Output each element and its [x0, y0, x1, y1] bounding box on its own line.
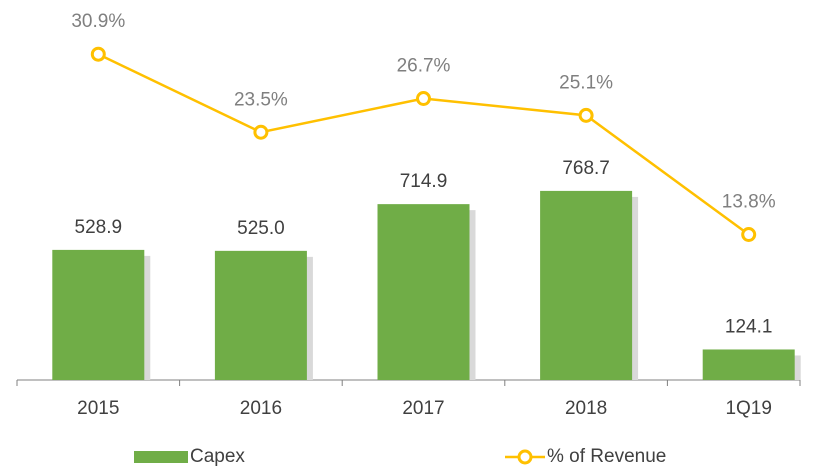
x-tick-label: 2017 — [402, 398, 444, 419]
data-label: 528.9 — [75, 217, 123, 238]
data-label: 23.5% — [234, 89, 288, 110]
bar — [540, 190, 633, 380]
data-label: 25.1% — [559, 72, 613, 93]
line-marker — [253, 124, 269, 140]
legend-label: Capex — [190, 446, 245, 467]
bar — [377, 204, 470, 380]
data-label: 124.1 — [725, 316, 773, 337]
line-marker — [578, 107, 594, 123]
line-marker — [90, 46, 106, 62]
line-marker — [416, 91, 431, 107]
data-label: 714.9 — [400, 171, 448, 192]
data-label: 768.7 — [562, 158, 610, 179]
data-label: 26.7% — [397, 56, 451, 77]
data-label: 13.8% — [722, 192, 776, 213]
line-marker — [741, 227, 757, 243]
bar — [52, 249, 145, 380]
legend-label: % of Revenue — [547, 446, 666, 467]
legend-swatch — [134, 451, 188, 463]
x-tick-label: 2018 — [565, 398, 607, 419]
data-label: 525.0 — [237, 218, 285, 239]
bar — [214, 250, 307, 380]
x-tick-label: 2015 — [77, 398, 119, 419]
x-tick-label: 1Q19 — [725, 398, 771, 419]
bar — [702, 349, 795, 380]
x-tick-label: 2016 — [240, 398, 282, 419]
data-label: 30.9% — [71, 11, 125, 32]
legend-marker — [517, 449, 533, 465]
